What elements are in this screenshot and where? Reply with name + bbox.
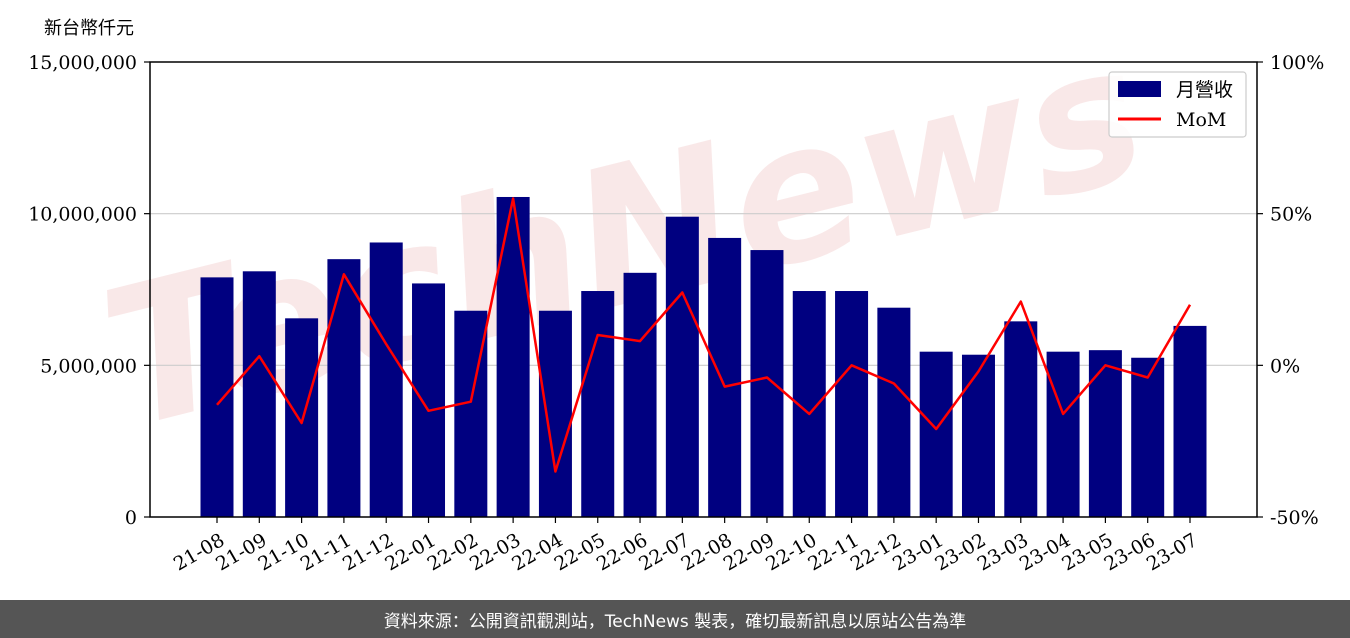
bar-23-03 (1004, 321, 1038, 517)
right-tick-label: 100% (1270, 52, 1324, 74)
bar-23-07 (1173, 325, 1207, 517)
plot-frame (149, 61, 1258, 518)
bar-22-07 (665, 216, 699, 517)
legend-swatch-bar (1118, 81, 1161, 97)
bar-23-06 (1131, 357, 1165, 517)
monthly-revenue-chart: TechNews 05,000,00010,000,00015,000,000-… (28, 1, 1324, 575)
bar-22-09 (750, 250, 784, 518)
bar-23-02 (961, 354, 995, 517)
bar-23-04 (1046, 351, 1080, 517)
legend: 月營收 MoM (1108, 71, 1247, 138)
left-tick-label: 5,000,000 (40, 355, 137, 377)
right-tick-label: 0% (1270, 355, 1300, 377)
y-axis-unit-label: 新台幣仟元 (44, 18, 134, 39)
bar-22-06 (623, 272, 657, 517)
bar-21-08 (200, 277, 234, 517)
bar-21-09 (242, 271, 276, 517)
bar-21-10 (285, 318, 319, 517)
bar-22-05 (581, 291, 615, 517)
left-tick-label: 15,000,000 (28, 52, 137, 74)
left-tick-label: 0 (125, 507, 137, 529)
left-tick-label: 10,000,000 (28, 204, 137, 226)
legend-label-mom: MoM (1176, 109, 1226, 131)
bar-22-08 (708, 237, 742, 517)
bar-21-11 (327, 259, 361, 517)
legend-label-revenue: 月營收 (1176, 79, 1233, 101)
bar-23-01 (919, 351, 953, 517)
bar-series (200, 196, 1207, 518)
bar-22-12 (877, 307, 911, 517)
mom-line-series (216, 197, 1192, 473)
right-tick-label: 50% (1270, 204, 1312, 226)
mom-line (216, 197, 1192, 473)
bar-21-12 (369, 242, 403, 517)
bar-22-01 (412, 283, 446, 517)
footer-text: 資料來源：公開資訊觀測站，TechNews 製表，確切最新訊息以原站公告為準 (383, 611, 967, 632)
bar-22-11 (835, 291, 869, 517)
bar-23-05 (1088, 350, 1122, 517)
bar-22-04 (538, 310, 572, 517)
right-tick-label: -50% (1270, 507, 1319, 529)
source-footer: 資料來源：公開資訊觀測站，TechNews 製表，確切最新訊息以原站公告為準 (0, 600, 1350, 638)
bar-22-03 (496, 196, 530, 517)
